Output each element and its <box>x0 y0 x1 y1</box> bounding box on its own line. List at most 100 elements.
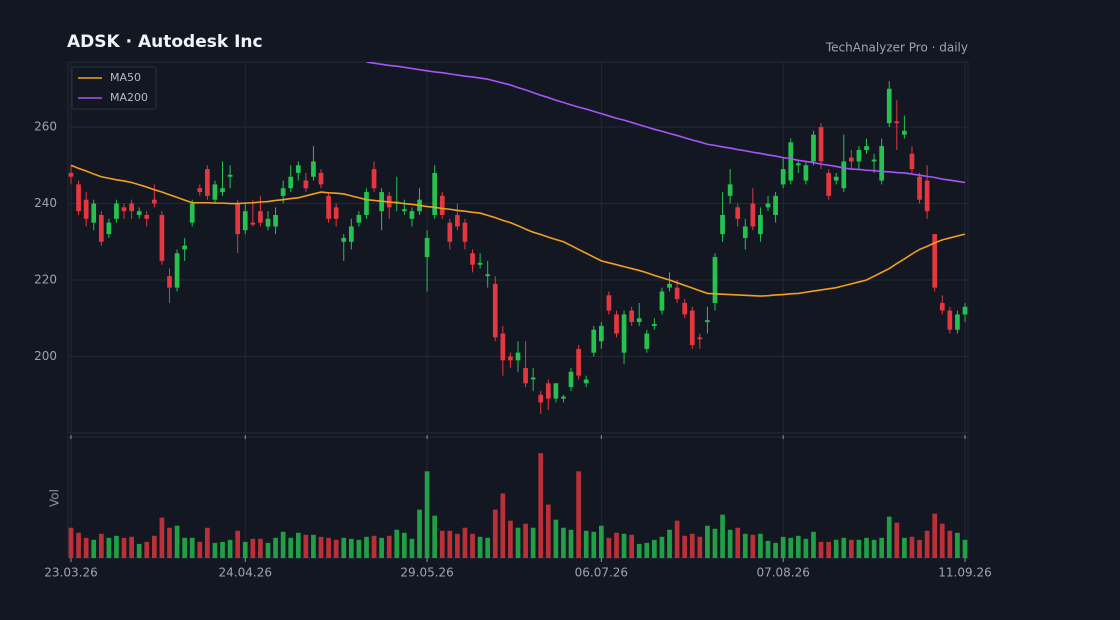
volume-bar <box>818 541 824 558</box>
candle-body <box>326 195 331 219</box>
volume-bar <box>250 538 256 558</box>
volume-bar <box>841 537 847 558</box>
candle-body <box>409 211 415 219</box>
volume-bar <box>394 529 400 558</box>
volume-bar <box>477 536 483 558</box>
candle-body <box>811 134 816 162</box>
volume-bar <box>833 539 839 558</box>
volume-bar <box>803 538 809 558</box>
volume-bar <box>121 537 127 558</box>
candle-body <box>492 283 498 338</box>
candle-body <box>227 174 233 177</box>
candle-body <box>167 276 172 288</box>
candle-body <box>371 169 377 189</box>
volume-bar <box>811 531 816 558</box>
candle-body <box>917 176 922 200</box>
volume-bar <box>598 525 604 558</box>
volume-bar <box>386 535 392 558</box>
candle-body <box>939 302 945 311</box>
volume-bar <box>750 534 756 558</box>
volume-bar <box>280 531 286 558</box>
volume-bar <box>424 471 430 558</box>
volume-bar <box>667 529 672 558</box>
volume-bar <box>780 536 786 558</box>
candle-body <box>235 203 241 235</box>
volume-bar <box>523 523 528 558</box>
candle-body <box>439 195 445 215</box>
volume-bars <box>68 453 968 558</box>
candle-body <box>962 306 968 315</box>
volume-bar <box>955 532 960 558</box>
candle-body <box>886 88 892 124</box>
volume-bar <box>326 537 331 558</box>
volume-bar <box>576 471 581 558</box>
volume-bar <box>659 536 665 558</box>
candle-body <box>909 153 915 170</box>
candle-body <box>151 199 157 204</box>
candle-body <box>121 207 127 212</box>
volume-bar <box>348 538 354 558</box>
volume-bar <box>591 531 597 558</box>
candle-body <box>871 159 877 162</box>
candle-body <box>568 371 574 388</box>
volume-bar <box>129 536 134 558</box>
volume-bar <box>697 536 703 558</box>
volume-bar <box>773 542 778 558</box>
candle-body <box>644 333 650 349</box>
candle-body <box>455 214 460 227</box>
candle-body <box>462 222 468 242</box>
volume-bar <box>909 536 915 558</box>
candle-body <box>841 161 847 189</box>
volume-bar <box>932 513 938 558</box>
candle-body <box>523 367 528 384</box>
candle-body <box>348 226 354 242</box>
candle-body <box>705 320 710 323</box>
subtitle: TechAnalyzer Pro · daily <box>825 41 968 55</box>
volume-bar <box>879 537 885 558</box>
candle-body <box>598 325 604 342</box>
volume-bar <box>265 542 271 558</box>
volume-bar <box>242 541 248 558</box>
candle-body <box>818 127 824 162</box>
volume-bar <box>629 534 634 558</box>
volume-bar <box>379 537 384 558</box>
candle-body <box>114 203 119 219</box>
volume-bar <box>849 539 854 558</box>
volume-bar <box>417 509 422 558</box>
ma-line <box>366 62 966 184</box>
volume-bar <box>151 535 157 558</box>
volume-bar <box>144 541 150 558</box>
y-tick-label: 260 <box>34 120 57 134</box>
legend-label: MA200 <box>110 91 148 104</box>
candle-body <box>91 203 97 223</box>
legend-label: MA50 <box>110 71 141 84</box>
candle-body <box>500 333 506 361</box>
volume-bar <box>212 542 218 558</box>
candle-body <box>424 237 430 258</box>
volume-bar <box>174 525 180 558</box>
candle-body <box>258 211 263 223</box>
ma-line <box>70 164 966 297</box>
candle-body <box>955 314 960 330</box>
volume-bar <box>508 520 513 558</box>
volume-bar <box>356 539 362 558</box>
candle-body <box>545 383 551 399</box>
candle-body <box>750 203 756 227</box>
volume-bar <box>189 537 195 558</box>
candle-body <box>826 172 831 196</box>
volume-bar <box>83 537 89 558</box>
x-tick-label: 29.05.26 <box>400 566 453 580</box>
candle-body <box>742 226 748 238</box>
candle-body <box>720 214 725 235</box>
candle-body <box>902 130 907 135</box>
candle-body <box>212 184 218 200</box>
volume-bar <box>545 504 551 558</box>
volume-label: Vol <box>48 489 62 507</box>
volume-bar <box>712 528 718 558</box>
y-tick-label: 200 <box>34 349 57 363</box>
candle-body <box>273 214 278 227</box>
volume-bar <box>765 540 771 558</box>
candle-body <box>205 169 210 196</box>
x-tick-label: 06.07.26 <box>575 566 628 580</box>
candle-body <box>621 314 627 353</box>
